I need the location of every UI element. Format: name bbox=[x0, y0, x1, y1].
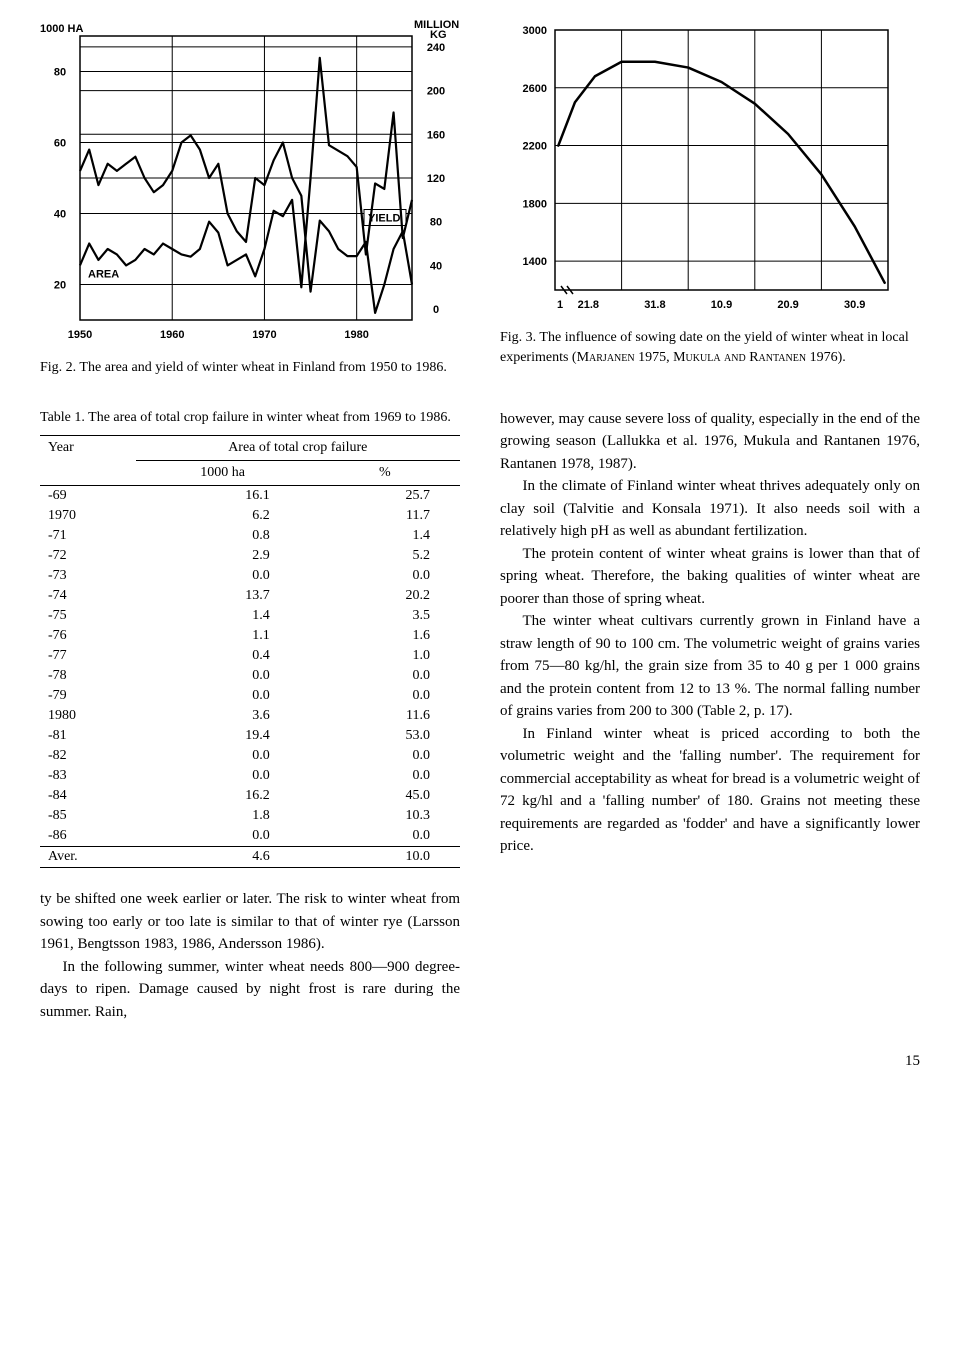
figure-3: 1400 1800 2200 2600 3000 21.8 31.8 10.9 20.9 30.9… bbox=[500, 20, 920, 367]
svg-text:21.8: 21.8 bbox=[578, 299, 599, 311]
svg-text:1980: 1980 bbox=[344, 329, 368, 341]
svg-text:200: 200 bbox=[427, 86, 445, 98]
svg-text:1970: 1970 bbox=[252, 329, 276, 341]
svg-text:20: 20 bbox=[54, 280, 66, 292]
figure-2-caption: Fig. 2. The area and yield of winter whe… bbox=[40, 358, 460, 378]
table-row: 19803.611.6 bbox=[40, 706, 460, 726]
svg-text:30.9: 30.9 bbox=[844, 299, 865, 311]
body-right-p2: In the climate of Finland winter wheat t… bbox=[500, 475, 920, 543]
body-right-p3: The protein content of winter wheat grai… bbox=[500, 543, 920, 611]
svg-text:80: 80 bbox=[430, 217, 442, 229]
svg-text:3000: 3000 bbox=[523, 25, 547, 37]
table-row: -780.00.0 bbox=[40, 666, 460, 686]
body-left-p1: ty be shifted one week earlier or later.… bbox=[40, 888, 460, 956]
table-row: -8416.245.0 bbox=[40, 786, 460, 806]
svg-text:240: 240 bbox=[427, 42, 445, 54]
table-row: 19706.211.7 bbox=[40, 506, 460, 526]
table-row: -6916.125.7 bbox=[40, 486, 460, 507]
table-row: -710.81.4 bbox=[40, 526, 460, 546]
svg-text:60: 60 bbox=[54, 138, 66, 150]
svg-text:80: 80 bbox=[54, 67, 66, 79]
svg-text:1400: 1400 bbox=[523, 256, 547, 268]
svg-text:0: 0 bbox=[433, 304, 439, 316]
svg-text:120: 120 bbox=[427, 173, 445, 185]
svg-text:31.8: 31.8 bbox=[644, 299, 665, 311]
table-row: -730.00.0 bbox=[40, 566, 460, 586]
svg-text:20.9: 20.9 bbox=[777, 299, 798, 311]
page-number: 15 bbox=[40, 1053, 920, 1070]
svg-text:40: 40 bbox=[430, 260, 442, 272]
svg-text:1: 1 bbox=[557, 299, 563, 311]
table-row: -830.00.0 bbox=[40, 766, 460, 786]
table-row: -860.00.0 bbox=[40, 826, 460, 847]
table-1-head-ha: 1000 ha bbox=[136, 461, 310, 486]
body-left: ty be shifted one week earlier or later.… bbox=[40, 888, 460, 1023]
body-right: however, may cause severe loss of qualit… bbox=[500, 408, 920, 858]
table-row: -770.41.0 bbox=[40, 646, 460, 666]
table-row: -790.00.0 bbox=[40, 686, 460, 706]
table-row: -722.95.2 bbox=[40, 546, 460, 566]
table-row: -851.810.3 bbox=[40, 806, 460, 826]
svg-text:1800: 1800 bbox=[523, 198, 547, 210]
table-1-aver-label: Aver. bbox=[40, 847, 136, 868]
svg-text:1960: 1960 bbox=[160, 329, 184, 341]
figure-2: 1000 HAMILLIONKG204060802402001601208040… bbox=[40, 20, 460, 378]
body-left-p2: In the following summer, winter wheat ne… bbox=[40, 956, 460, 1024]
svg-text:40: 40 bbox=[54, 209, 66, 221]
body-right-p1: however, may cause severe loss of qualit… bbox=[500, 408, 920, 476]
svg-text:KG: KG bbox=[430, 29, 447, 41]
table-row: -8119.453.0 bbox=[40, 726, 460, 746]
svg-text:1950: 1950 bbox=[68, 329, 92, 341]
table-row: -761.11.6 bbox=[40, 626, 460, 646]
table-1-head-year: Year bbox=[40, 436, 136, 486]
table-1-head-pct: % bbox=[310, 461, 460, 486]
table-1-aver-pct: 10.0 bbox=[310, 847, 460, 868]
table-row: -820.00.0 bbox=[40, 746, 460, 766]
svg-text:10.9: 10.9 bbox=[711, 299, 732, 311]
svg-text:AREA: AREA bbox=[88, 268, 119, 280]
svg-text:1000 HA: 1000 HA bbox=[40, 23, 83, 35]
table-1-head-area: Area of total crop failure bbox=[136, 436, 460, 461]
svg-text:2600: 2600 bbox=[523, 83, 547, 95]
figure-3-caption: Fig. 3. The influence of sowing date on … bbox=[500, 328, 920, 367]
table-row: -751.43.5 bbox=[40, 606, 460, 626]
svg-text:2200: 2200 bbox=[523, 141, 547, 153]
table-1-aver-ha: 4.6 bbox=[136, 847, 310, 868]
body-right-p4: The winter wheat cultivars currently gro… bbox=[500, 610, 920, 723]
body-right-p5: In Finland winter wheat is priced accord… bbox=[500, 723, 920, 858]
table-1: Year Area of total crop failure 1000 ha … bbox=[40, 435, 460, 868]
figure-3-chart: 1400 1800 2200 2600 3000 21.8 31.8 10.9 20.9 30.9… bbox=[500, 20, 900, 320]
table-row: -7413.720.2 bbox=[40, 586, 460, 606]
table-1-caption: Table 1. The area of total crop failure … bbox=[40, 408, 460, 428]
svg-text:YIELD: YIELD bbox=[368, 213, 400, 225]
figure-2-chart: 1000 HAMILLIONKG204060802402001601208040… bbox=[40, 20, 460, 350]
svg-text:160: 160 bbox=[427, 129, 445, 141]
